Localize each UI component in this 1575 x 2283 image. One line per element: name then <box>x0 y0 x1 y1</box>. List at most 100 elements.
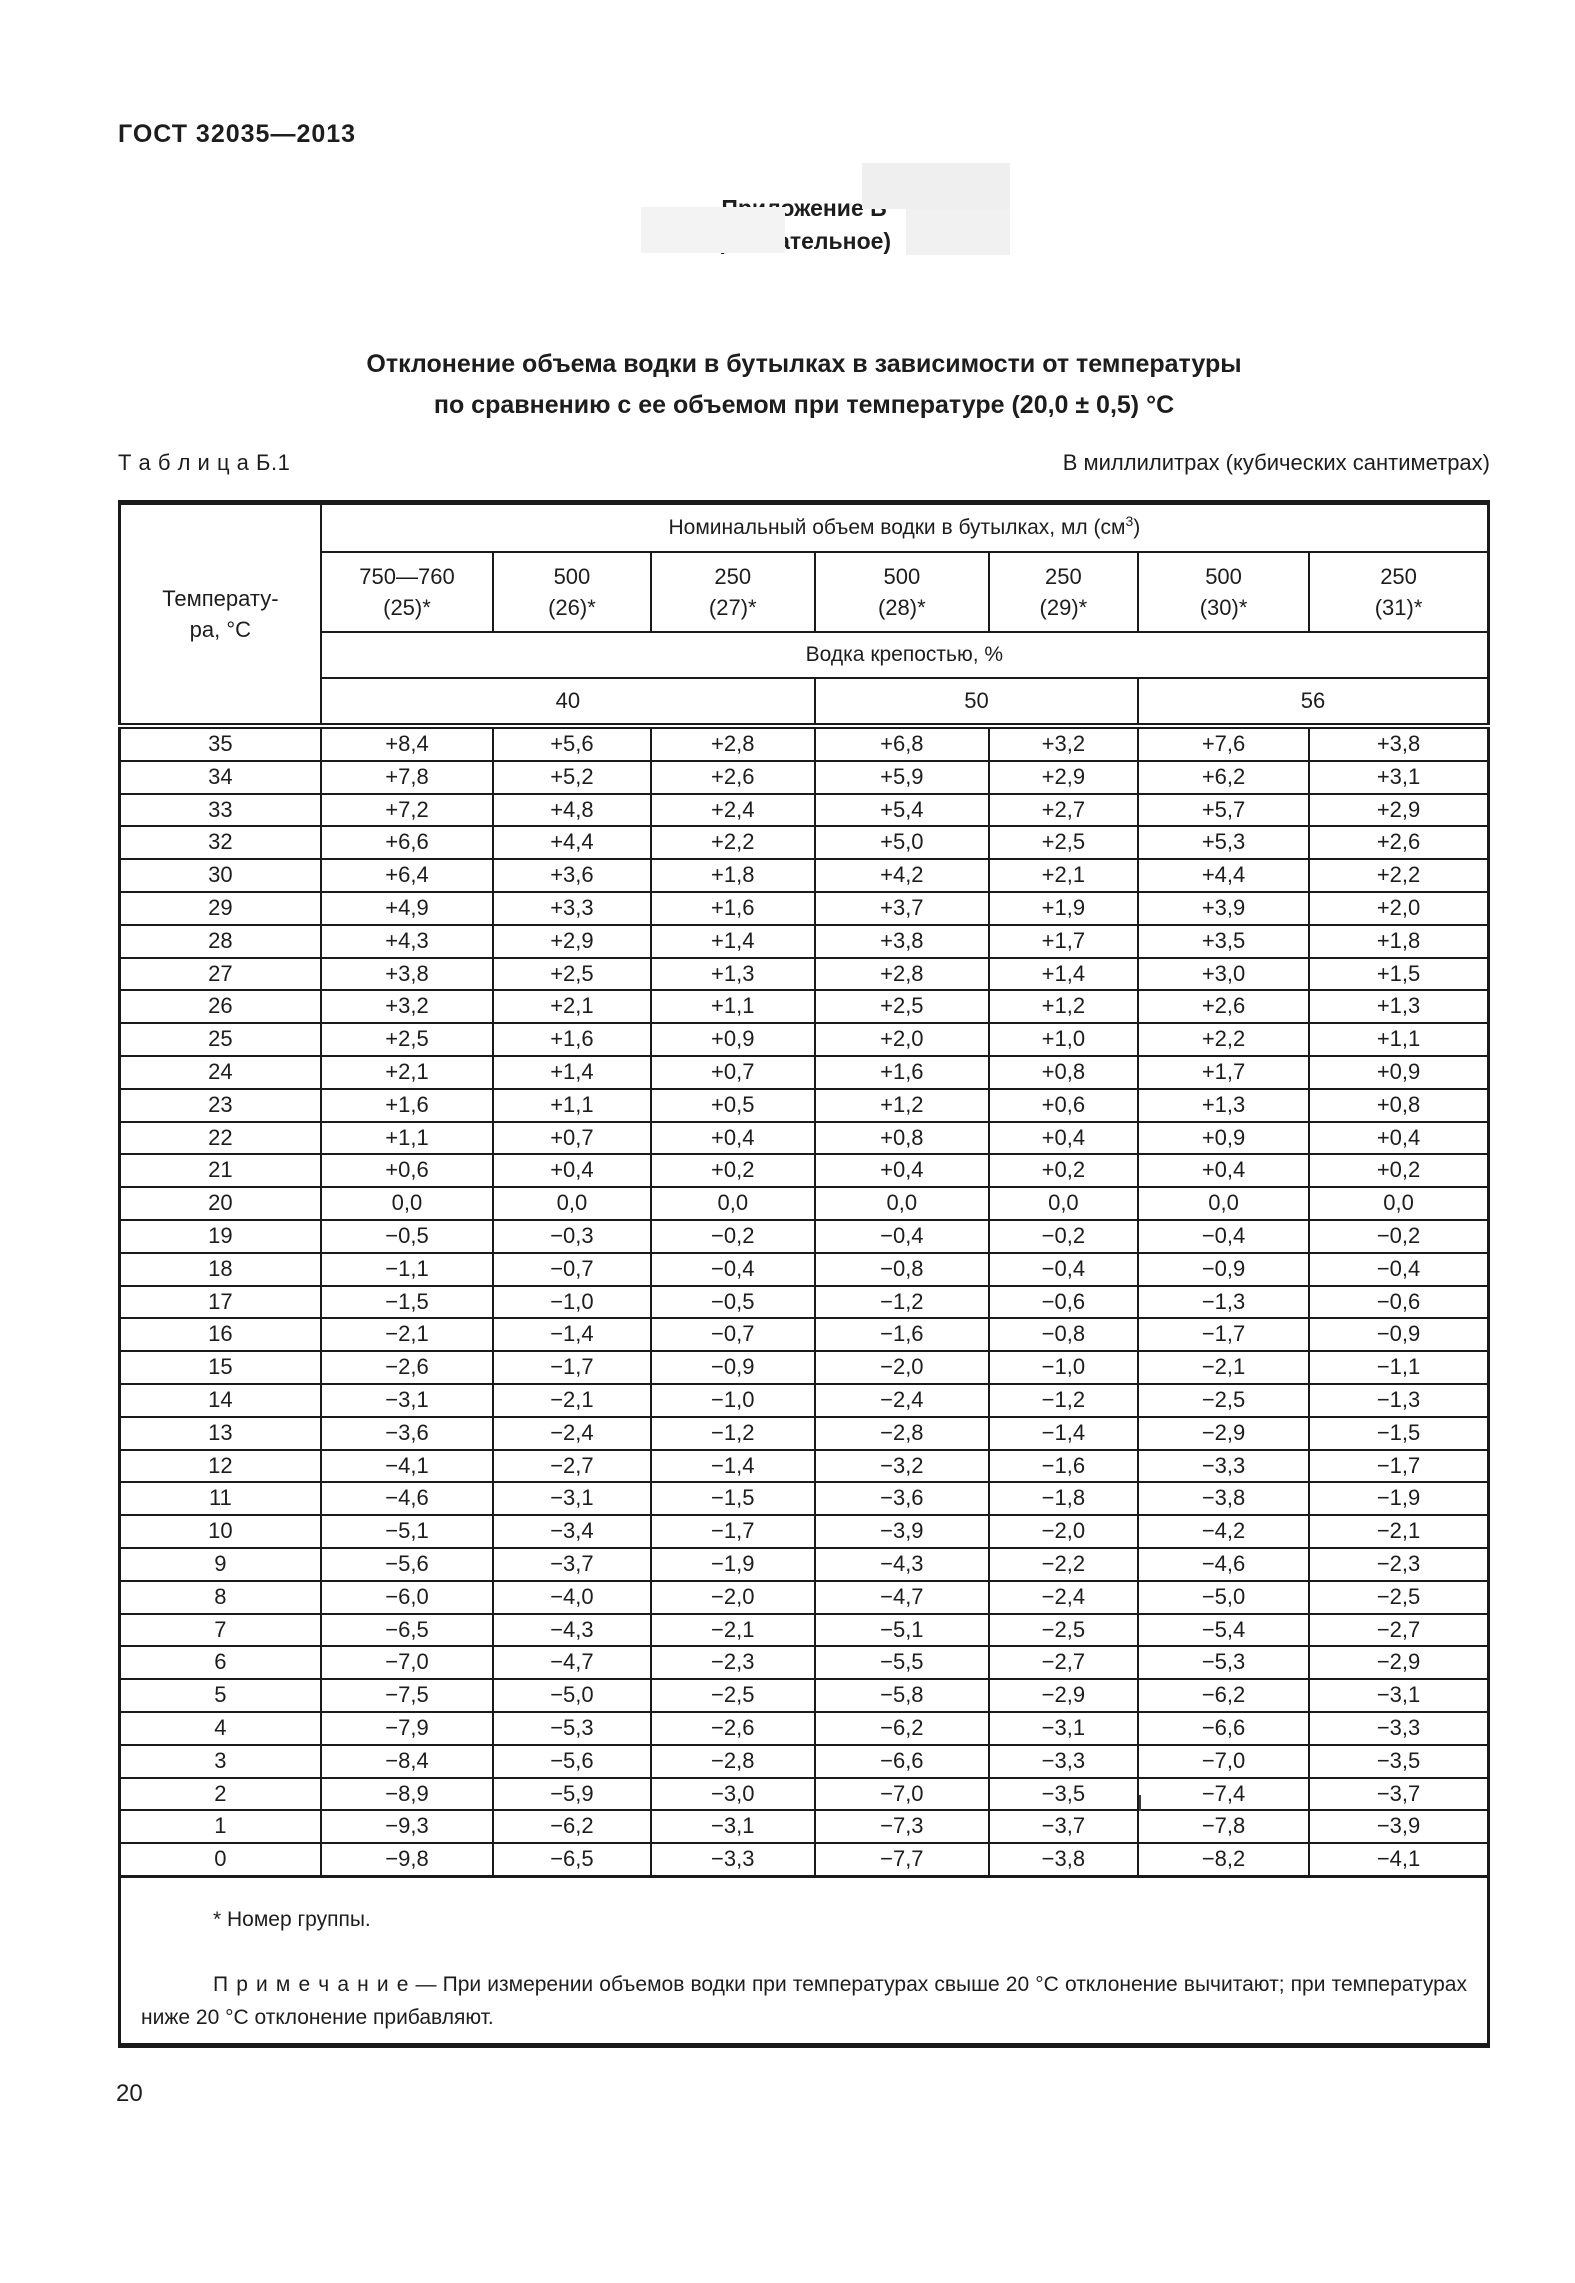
table-b1: Температу- ра, °С Номинальный объем водк… <box>118 500 1490 2048</box>
deviation-cell: −0,4 <box>1136 1218 1311 1254</box>
deviation-cell: +7,6 <box>1136 723 1311 762</box>
deviation-cell: −0,9 <box>649 1350 816 1385</box>
deviation-cell: +2,6 <box>1308 825 1490 861</box>
deviation-cell: −7,0 <box>1136 1743 1311 1779</box>
table-row: 2 −8,9 −5,9 −3,0 −7,0 −3,5 −7,4 −3,7 <box>118 1776 1490 1812</box>
temperature-cell: 21 <box>118 1153 322 1189</box>
appendix-title: Приложение Б <box>721 195 887 221</box>
deviation-cell: −5,8 <box>813 1678 990 1713</box>
deviation-cell: −6,6 <box>813 1743 990 1779</box>
deviation-cell: −6,2 <box>813 1710 990 1746</box>
deviation-cell: +5,3 <box>1136 825 1311 861</box>
deviation-cell: +3,1 <box>1308 759 1490 795</box>
table-label: Т а б л и ц а Б.1 <box>118 450 291 475</box>
deviation-cell: −1,9 <box>649 1546 816 1582</box>
deviation-cell: −3,1 <box>319 1382 495 1418</box>
table-row: 35 +8,4 +5,6 +2,8 +6,8 +3,2 +7,6 +3,8 <box>118 723 1490 762</box>
appendix-kind: (обязательное) <box>716 228 892 254</box>
temperature-cell: 20 <box>118 1186 322 1221</box>
deviation-cell: +1,3 <box>1136 1087 1311 1123</box>
deviation-cell: −2,3 <box>649 1645 816 1681</box>
deviation-cell: +0,9 <box>1308 1054 1490 1090</box>
deviation-cell: +5,0 <box>813 825 990 861</box>
deviation-cell: −1,3 <box>1136 1284 1311 1320</box>
temperature-cell: 1 <box>118 1809 322 1845</box>
deviation-cell: +3,7 <box>813 890 990 926</box>
deviation-cell: +0,4 <box>649 1120 816 1156</box>
deviation-cell: −1,0 <box>649 1382 816 1418</box>
table-row: 13 −3,6 −2,4 −1,2 −2,8 −1,4 −2,9 −1,5 <box>118 1415 1490 1451</box>
deviation-cell: −2,0 <box>813 1350 990 1385</box>
deviation-cell: +1,2 <box>813 1087 990 1123</box>
deviation-cell: +3,9 <box>1136 890 1311 926</box>
deviation-cell: −0,2 <box>987 1218 1139 1254</box>
deviation-cell: −2,0 <box>987 1514 1139 1549</box>
deviation-cell: +1,6 <box>492 1022 652 1057</box>
deviation-cell: −0,6 <box>987 1284 1139 1320</box>
table-row: 1 −9,3 −6,2 −3,1 −7,3 −3,7 −7,8 −3,9 <box>118 1809 1490 1845</box>
deviation-cell: +0,4 <box>1308 1120 1490 1156</box>
temperature-cell: 5 <box>118 1678 322 1713</box>
table-row: 22 +1,1 +0,7 +0,4 +0,8 +0,4 +0,9 +0,4 <box>118 1120 1490 1156</box>
deviation-cell: −4,6 <box>319 1481 495 1517</box>
deviation-cell: +1,3 <box>1308 989 1490 1025</box>
nominal-volume-header: Номинальный объем водки в бутылках, мл (… <box>319 501 1490 553</box>
deviation-cell: −1,1 <box>1308 1350 1490 1385</box>
deviation-cell: −3,7 <box>492 1546 652 1582</box>
deviation-cell: −8,4 <box>319 1743 495 1779</box>
deviation-cell: +0,4 <box>1136 1153 1311 1189</box>
deviation-cell: −1,2 <box>813 1284 990 1320</box>
deviation-cell: +2,6 <box>649 759 816 795</box>
deviation-cell: +5,2 <box>492 759 652 795</box>
deviation-cell: +2,2 <box>649 825 816 861</box>
table-body: 35 +8,4 +5,6 +2,8 +6,8 +3,2 +7,6 +3,8 34 +7,8 +5,2… <box>118 723 1490 1878</box>
table-note: П р и м е ч а н и е — При измерении объе… <box>141 1968 1467 2034</box>
deviation-cell: +1,8 <box>649 858 816 893</box>
volume-column-header: 500 (30)* <box>1136 551 1311 633</box>
table-row: 16 −2,1 −1,4 −0,7 −1,6 −0,8 −1,7 −0,9 <box>118 1317 1490 1353</box>
deviation-cell: +0,5 <box>649 1087 816 1123</box>
deviation-cell: −1,8 <box>987 1481 1139 1517</box>
deviation-cell: +4,4 <box>492 825 652 861</box>
deviation-cell: −3,9 <box>1308 1809 1490 1845</box>
deviation-cell: +1,7 <box>987 923 1139 959</box>
deviation-cell: +0,2 <box>1308 1153 1490 1189</box>
title-line-1: Отклонение объема водки в бутылках в зав… <box>366 350 1242 378</box>
temperature-column-header: Температу- ра, °С <box>118 501 322 727</box>
temperature-cell: 2 <box>118 1776 322 1812</box>
deviation-cell: −7,0 <box>319 1645 495 1681</box>
note-text: — При измерении объемов водки при темпер… <box>141 1972 1467 2029</box>
deviation-cell: −2,7 <box>987 1645 1139 1681</box>
temperature-cell: 34 <box>118 759 322 795</box>
table-row: 33 +7,2 +4,8 +2,4 +5,4 +2,7 +5,7 +2,9 <box>118 792 1490 828</box>
table-row: 8 −6,0 −4,0 −2,0 −4,7 −2,4 −5,0 −2,5 <box>118 1579 1490 1615</box>
deviation-cell: −3,7 <box>987 1809 1139 1845</box>
deviation-cell: −1,7 <box>649 1514 816 1549</box>
deviation-cell: −2,7 <box>492 1448 652 1484</box>
deviation-cell: +1,1 <box>319 1120 495 1156</box>
deviation-cell: −2,6 <box>319 1350 495 1385</box>
volume-column-header: 500 (28)* <box>813 551 990 633</box>
table-row: 17 −1,5 −1,0 −0,5 −1,2 −0,6 −1,3 −0,6 <box>118 1284 1490 1320</box>
deviation-cell: +3,5 <box>1136 923 1311 959</box>
deviation-cell: −3,3 <box>1136 1448 1311 1484</box>
deviation-cell: −3,5 <box>1308 1743 1490 1779</box>
table-row: 15 −2,6 −1,7 −0,9 −2,0 −1,0 −2,1 −1,1 <box>118 1350 1490 1385</box>
temperature-cell: 24 <box>118 1054 322 1090</box>
table-row: 10 −5,1 −3,4 −1,7 −3,9 −2,0 −4,2 −2,1 <box>118 1514 1490 1549</box>
table-row: 26 +3,2 +2,1 +1,1 +2,5 +1,2 +2,6 +1,3 <box>118 989 1490 1025</box>
temperature-cell: 14 <box>118 1382 322 1418</box>
deviation-cell: −6,6 <box>1136 1710 1311 1746</box>
deviation-cell: +3,0 <box>1136 956 1311 992</box>
table-row: 21 +0,6 +0,4 +0,2 +0,4 +0,2 +0,4 +0,2 <box>118 1153 1490 1189</box>
deviation-cell: −4,7 <box>492 1645 652 1681</box>
temperature-cell: 29 <box>118 890 322 926</box>
strength-group-header: 56 <box>1136 677 1490 727</box>
temperature-cell: 3 <box>118 1743 322 1779</box>
deviation-cell: +3,8 <box>813 923 990 959</box>
deviation-cell: −0,2 <box>1308 1218 1490 1254</box>
deviation-cell: −3,1 <box>1308 1678 1490 1713</box>
deviation-cell: +1,0 <box>987 1022 1139 1057</box>
deviation-cell: −3,1 <box>492 1481 652 1517</box>
